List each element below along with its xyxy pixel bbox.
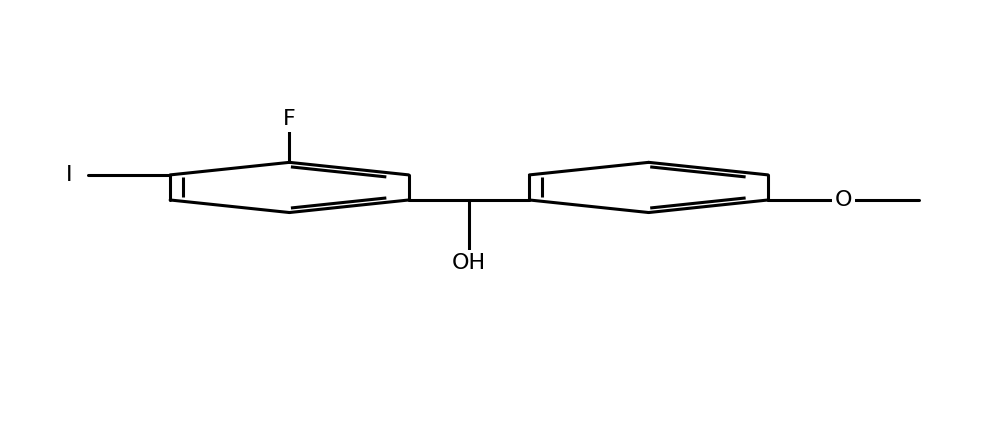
Text: O: O [835, 190, 852, 210]
Text: I: I [66, 165, 73, 185]
Text: F: F [283, 109, 295, 130]
Text: OH: OH [452, 253, 486, 273]
